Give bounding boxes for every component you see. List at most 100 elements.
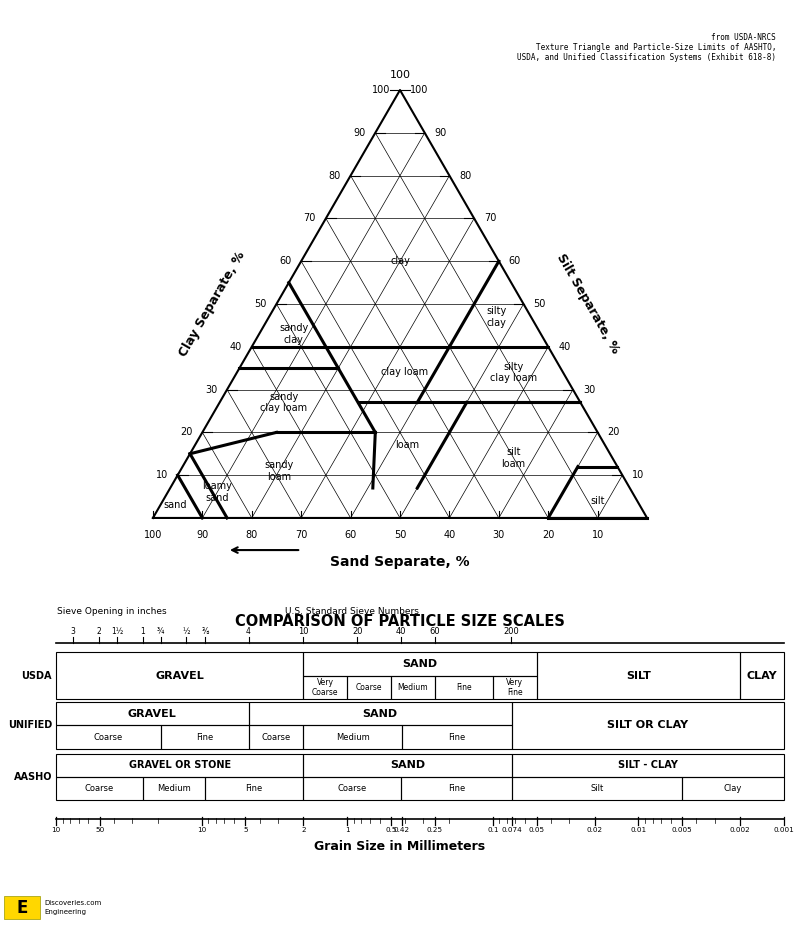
Text: 80: 80 — [459, 170, 471, 180]
Text: Medium: Medium — [157, 784, 190, 793]
Text: Fine: Fine — [196, 733, 214, 741]
Bar — [205, 777, 303, 800]
Text: E: E — [16, 898, 28, 917]
Text: ¾: ¾ — [157, 627, 164, 636]
Text: sand: sand — [163, 500, 187, 511]
Text: ½: ½ — [182, 627, 190, 636]
Text: 30: 30 — [493, 530, 505, 540]
Text: 0.02: 0.02 — [586, 828, 602, 833]
Text: 40: 40 — [396, 627, 406, 636]
FancyBboxPatch shape — [4, 897, 40, 919]
Text: Very
Coarse: Very Coarse — [312, 678, 338, 698]
Text: 100: 100 — [372, 85, 390, 95]
Bar — [435, 676, 493, 699]
Text: 0.5: 0.5 — [386, 828, 397, 833]
Text: 0.1: 0.1 — [487, 828, 498, 833]
Text: 10: 10 — [51, 828, 61, 833]
Text: Fine: Fine — [246, 784, 262, 793]
Text: SAND: SAND — [362, 709, 398, 719]
Text: 60: 60 — [345, 530, 357, 540]
Text: Sand Separate, %: Sand Separate, % — [330, 555, 470, 569]
Text: Coarse: Coarse — [338, 784, 367, 793]
Text: Coarse: Coarse — [262, 733, 290, 741]
Text: 60: 60 — [430, 627, 440, 636]
Text: COMPARISON OF PARTICLE SIZE SCALES: COMPARISON OF PARTICLE SIZE SCALES — [235, 614, 565, 629]
Text: 90: 90 — [434, 127, 447, 138]
Bar — [303, 753, 512, 777]
Text: clay: clay — [390, 256, 410, 266]
Text: Sieve Opening in inches: Sieve Opening in inches — [57, 606, 167, 616]
Text: 0.074: 0.074 — [502, 828, 522, 833]
Text: CLAY: CLAY — [746, 671, 778, 681]
Text: 20: 20 — [352, 627, 362, 636]
Text: 10: 10 — [591, 530, 604, 540]
Bar — [161, 725, 249, 749]
Text: GRAVEL: GRAVEL — [155, 671, 204, 681]
Bar — [512, 777, 682, 800]
Text: Fine: Fine — [448, 733, 466, 741]
Text: 70: 70 — [295, 530, 307, 540]
Text: 0.42: 0.42 — [394, 828, 410, 833]
Text: Medium: Medium — [336, 733, 370, 741]
Text: Silt: Silt — [590, 784, 604, 793]
Text: 80: 80 — [246, 530, 258, 540]
Text: 50: 50 — [254, 299, 266, 309]
Text: 30: 30 — [583, 385, 595, 394]
Bar — [402, 777, 512, 800]
Text: 1: 1 — [140, 627, 145, 636]
Bar — [249, 725, 303, 749]
Text: 100: 100 — [144, 530, 162, 540]
Text: Engineering: Engineering — [44, 910, 86, 915]
Text: 30: 30 — [205, 385, 217, 394]
Text: 40: 40 — [558, 342, 570, 352]
Text: SAND: SAND — [402, 659, 438, 669]
Text: 60: 60 — [509, 256, 521, 266]
Text: 100: 100 — [410, 85, 428, 95]
Text: 70: 70 — [484, 213, 496, 223]
Text: 0.005: 0.005 — [672, 828, 693, 833]
Text: Discoveries.com: Discoveries.com — [44, 899, 102, 906]
Text: Grain Size in Millimeters: Grain Size in Millimeters — [314, 840, 486, 853]
Text: from USDA-NRCS
Texture Triangle and Particle-Size Limits of AASHTO,
USDA, and Un: from USDA-NRCS Texture Triangle and Part… — [517, 33, 776, 62]
Text: 0.001: 0.001 — [774, 828, 794, 833]
Text: SAND: SAND — [390, 760, 425, 770]
Text: 50: 50 — [394, 530, 406, 540]
Text: Silt Separate, %: Silt Separate, % — [554, 252, 622, 356]
Text: Fine: Fine — [456, 683, 472, 692]
Text: 1: 1 — [345, 828, 350, 833]
Text: 20: 20 — [607, 428, 620, 437]
Text: 0.002: 0.002 — [730, 828, 750, 833]
Bar — [682, 777, 784, 800]
Text: 0.05: 0.05 — [529, 828, 545, 833]
Text: 40: 40 — [443, 530, 455, 540]
Text: sandy
loam: sandy loam — [264, 460, 294, 482]
Text: 20: 20 — [180, 428, 193, 437]
Bar — [402, 725, 512, 749]
Bar — [512, 753, 784, 777]
Text: USDA: USDA — [22, 671, 52, 681]
Text: 80: 80 — [329, 170, 341, 180]
Bar — [56, 653, 303, 699]
Text: 1½: 1½ — [111, 627, 123, 636]
Text: silt
loam: silt loam — [502, 447, 526, 469]
Text: loamy
sand: loamy sand — [202, 482, 232, 503]
Text: U.S. Standard Sieve Numbers: U.S. Standard Sieve Numbers — [285, 606, 419, 616]
Text: 2: 2 — [301, 828, 306, 833]
Text: 3: 3 — [70, 627, 76, 636]
Text: 2: 2 — [97, 627, 102, 636]
Text: GRAVEL: GRAVEL — [128, 709, 177, 719]
Text: 10: 10 — [298, 627, 309, 636]
Bar — [537, 653, 740, 699]
Text: clay loam: clay loam — [382, 367, 429, 378]
Text: ⅜: ⅜ — [201, 627, 209, 636]
Text: 10: 10 — [632, 471, 645, 480]
Text: 90: 90 — [196, 530, 209, 540]
Text: Coarse: Coarse — [94, 733, 123, 741]
Bar — [303, 676, 347, 699]
Text: Coarse: Coarse — [85, 784, 114, 793]
Bar — [740, 653, 784, 699]
Bar — [249, 702, 512, 725]
Text: Coarse: Coarse — [356, 683, 382, 692]
Bar — [56, 777, 142, 800]
Text: Clay: Clay — [724, 784, 742, 793]
